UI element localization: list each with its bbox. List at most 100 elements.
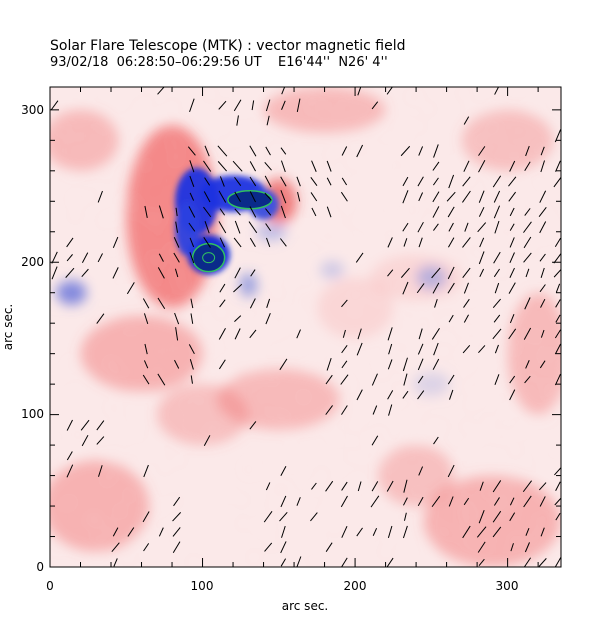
noise-speck xyxy=(357,251,359,252)
noise-speck xyxy=(64,455,66,456)
field-patch xyxy=(256,223,287,241)
field-patch xyxy=(239,273,257,297)
noise-speck xyxy=(467,426,469,427)
noise-speck xyxy=(488,246,490,247)
noise-speck xyxy=(455,234,457,235)
noise-speck xyxy=(514,202,516,203)
noise-speck xyxy=(445,321,447,322)
noise-speck xyxy=(474,267,476,268)
noise-speck xyxy=(81,136,83,137)
noise-speck xyxy=(466,543,468,544)
noise-speck xyxy=(152,275,154,276)
noise-speck xyxy=(292,315,294,316)
noise-speck xyxy=(131,212,133,213)
noise-speck xyxy=(538,200,540,201)
noise-speck xyxy=(303,397,305,398)
noise-speck xyxy=(500,271,502,272)
noise-speck xyxy=(382,282,384,283)
noise-speck xyxy=(212,347,214,348)
noise-speck xyxy=(491,481,493,482)
noise-speck xyxy=(90,372,92,373)
noise-speck xyxy=(129,494,131,495)
field-patch xyxy=(462,110,554,171)
noise-speck xyxy=(156,283,158,284)
noise-speck xyxy=(514,541,516,542)
noise-speck xyxy=(327,238,329,239)
noise-speck xyxy=(346,103,348,104)
noise-speck xyxy=(413,244,415,245)
noise-speck xyxy=(512,206,514,207)
noise-speck xyxy=(482,138,484,139)
noise-speck xyxy=(226,373,228,374)
field-patch xyxy=(42,460,149,551)
noise-speck xyxy=(339,241,341,242)
noise-speck xyxy=(124,292,126,293)
noise-speck xyxy=(494,108,496,109)
noise-speck xyxy=(96,458,98,459)
noise-speck xyxy=(131,456,133,457)
noise-speck xyxy=(241,138,243,139)
noise-speck xyxy=(93,521,95,522)
noise-speck xyxy=(143,120,145,121)
noise-speck xyxy=(444,396,446,397)
noise-speck xyxy=(397,295,399,296)
noise-speck xyxy=(406,365,408,366)
noise-speck xyxy=(397,328,399,329)
noise-speck xyxy=(328,381,330,382)
noise-speck xyxy=(334,528,336,529)
noise-speck xyxy=(92,287,94,288)
noise-speck xyxy=(357,292,359,293)
noise-speck xyxy=(103,128,105,129)
noise-speck xyxy=(109,271,111,272)
noise-speck xyxy=(167,564,169,565)
noise-speck xyxy=(399,322,401,323)
noise-speck xyxy=(548,395,550,396)
noise-speck xyxy=(466,521,468,522)
noise-speck xyxy=(258,303,260,304)
noise-speck xyxy=(60,129,62,130)
noise-speck xyxy=(503,299,505,300)
noise-speck xyxy=(380,300,382,301)
noise-speck xyxy=(70,360,72,361)
noise-speck xyxy=(119,511,121,512)
noise-speck xyxy=(421,323,423,324)
noise-speck xyxy=(353,186,355,187)
field-map xyxy=(42,85,568,569)
noise-speck xyxy=(459,201,461,202)
noise-speck xyxy=(418,493,420,494)
noise-speck xyxy=(103,220,105,221)
noise-speck xyxy=(199,427,201,428)
noise-speck xyxy=(325,507,327,508)
noise-speck xyxy=(541,234,543,235)
noise-speck xyxy=(550,225,552,226)
noise-speck xyxy=(179,144,181,145)
noise-speck xyxy=(459,173,461,174)
noise-speck xyxy=(180,329,182,330)
noise-speck xyxy=(420,305,422,306)
noise-speck xyxy=(206,416,208,417)
noise-speck xyxy=(297,543,299,544)
noise-speck xyxy=(384,450,386,451)
noise-speck xyxy=(519,243,521,244)
noise-speck xyxy=(135,391,137,392)
noise-speck xyxy=(164,467,166,468)
noise-speck xyxy=(218,482,220,483)
noise-speck xyxy=(110,407,112,408)
noise-speck xyxy=(135,533,137,534)
noise-speck xyxy=(430,258,432,259)
noise-speck xyxy=(370,243,372,244)
noise-speck xyxy=(89,441,91,442)
noise-speck xyxy=(111,461,113,462)
noise-speck xyxy=(441,426,443,427)
noise-speck xyxy=(85,163,87,164)
noise-speck xyxy=(115,454,117,455)
noise-speck xyxy=(138,204,140,205)
y-axis-label: arc sec. xyxy=(1,304,15,350)
noise-speck xyxy=(491,262,493,263)
noise-speck xyxy=(366,221,368,222)
noise-speck xyxy=(415,328,417,329)
noise-speck xyxy=(220,494,222,495)
noise-speck xyxy=(247,353,249,354)
noise-speck xyxy=(485,309,487,310)
noise-speck xyxy=(240,406,242,407)
